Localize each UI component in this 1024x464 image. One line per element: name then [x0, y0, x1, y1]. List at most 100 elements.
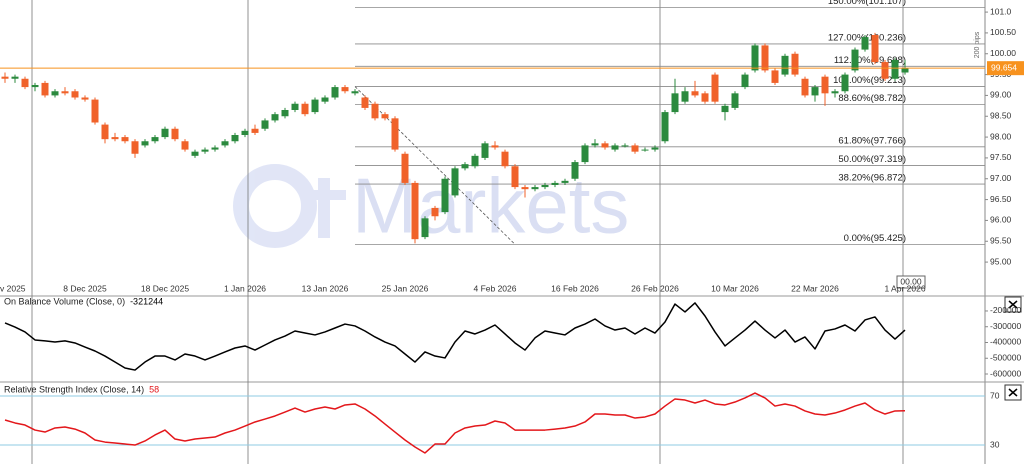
series-line — [4, 302, 906, 371]
x-tick-label: 22 Mar 2026 — [791, 283, 839, 293]
cursor-box — [896, 275, 926, 289]
candle-body — [101, 124, 109, 140]
logo-bar — [306, 190, 346, 200]
candle-body — [161, 128, 169, 138]
candle-body — [751, 45, 759, 71]
candle-body — [691, 91, 699, 96]
candle-body — [31, 85, 39, 88]
candle-body — [221, 141, 229, 146]
x-tick-label: 1 Apr 2026 — [884, 283, 925, 293]
candle-body — [571, 162, 579, 179]
x-tick-label: 1 Jan 2026 — [224, 283, 266, 293]
candle-body — [641, 149, 649, 151]
last-price-box — [987, 61, 1024, 76]
candle-body — [181, 141, 189, 150]
candle-body — [1, 76, 9, 79]
x-tick-label: 13 Jan 2026 — [302, 283, 349, 293]
candle-body — [491, 145, 499, 148]
candle-body — [561, 180, 569, 183]
candle-body — [371, 103, 379, 119]
candle-body — [521, 187, 529, 190]
close-icon — [1008, 300, 1018, 309]
candle-body — [811, 87, 819, 96]
fib-label: 150.00%(101.107) — [828, 0, 906, 7]
candle-body — [631, 145, 639, 152]
candle-body — [281, 110, 289, 117]
close-button[interactable] — [1004, 296, 1022, 313]
candle-body — [261, 120, 269, 129]
fib-trend-line — [354, 86, 516, 245]
candle-body — [881, 62, 889, 79]
candle-body — [171, 128, 179, 140]
candle-body — [871, 35, 879, 63]
candle-body — [801, 78, 809, 96]
candle-body — [511, 166, 519, 188]
last-price-label: 99.654 — [991, 62, 1017, 72]
y-tick-label: 97.00 — [990, 173, 1012, 183]
panel-value: -321244 — [130, 296, 163, 306]
candle-body — [251, 128, 259, 133]
fib-label: 112.80%(99.698) — [834, 55, 906, 66]
candle-body — [701, 93, 709, 102]
candle-body — [421, 218, 429, 238]
panel-title: Relative Strength Index (Close, 14) — [4, 384, 144, 394]
y-tick-label: 98.50 — [990, 111, 1012, 121]
candle-body — [231, 135, 239, 142]
candle-body — [661, 112, 669, 142]
candle-body — [781, 55, 789, 75]
cursor-label: 00.00 — [900, 276, 922, 286]
y-tick-label: 95.50 — [990, 236, 1012, 246]
candle-body — [401, 153, 409, 183]
candle-body — [601, 143, 609, 148]
candle-body — [291, 103, 299, 110]
candle-body — [311, 99, 319, 113]
candle-body — [151, 137, 159, 142]
close-button[interactable] — [1004, 384, 1022, 401]
y-tick-label: 100.50 — [990, 27, 1016, 37]
candle-body — [501, 151, 509, 167]
candle-body — [761, 45, 769, 71]
candle-body — [41, 82, 49, 96]
candle-body — [531, 187, 539, 190]
x-tick-label: 26 Feb 2026 — [631, 283, 679, 293]
panel-value: 58 — [149, 384, 159, 394]
candle-body — [121, 137, 129, 142]
candle-body — [681, 91, 689, 102]
candle-body — [651, 147, 659, 150]
y-tick-label: -400000 — [990, 337, 1021, 347]
candle-body — [71, 91, 79, 98]
y-tick-label: -500000 — [990, 353, 1021, 363]
candle-body — [361, 97, 369, 108]
candle-body — [551, 182, 559, 185]
fib-label: 38.20%(96.872) — [838, 173, 906, 184]
candle-body — [741, 74, 749, 88]
x-tick-label: 18 Dec 2025 — [141, 283, 189, 293]
y-tick-label: 97.50 — [990, 152, 1012, 162]
candle-body — [621, 145, 629, 147]
watermark: Markets — [352, 162, 629, 250]
candle-body — [321, 97, 329, 102]
candle-body — [331, 87, 339, 98]
x-tick-label: 10 Mar 2026 — [711, 283, 759, 293]
close-icon — [1008, 388, 1018, 397]
fib-label: 88.60%(98.782) — [838, 93, 906, 104]
y-tick-label: 95.00 — [990, 256, 1012, 266]
logo-ring — [233, 164, 317, 248]
x-tick-label: 16 Feb 2026 — [551, 283, 599, 293]
fib-label: 0.00%(95.425) — [844, 233, 906, 244]
candle-body — [61, 91, 69, 94]
candle-body — [191, 151, 199, 156]
candle-body — [91, 99, 99, 123]
candle-body — [271, 114, 279, 121]
candle-body — [341, 87, 349, 92]
y-tick-label: 99.00 — [990, 90, 1012, 100]
candle-body — [51, 91, 59, 96]
candle-body — [471, 155, 479, 167]
candle-body — [671, 93, 679, 113]
candle-body — [451, 168, 459, 196]
candle-body — [841, 74, 849, 92]
logo-bar — [318, 178, 330, 238]
candle-body — [391, 118, 399, 150]
candle-body — [131, 141, 139, 154]
